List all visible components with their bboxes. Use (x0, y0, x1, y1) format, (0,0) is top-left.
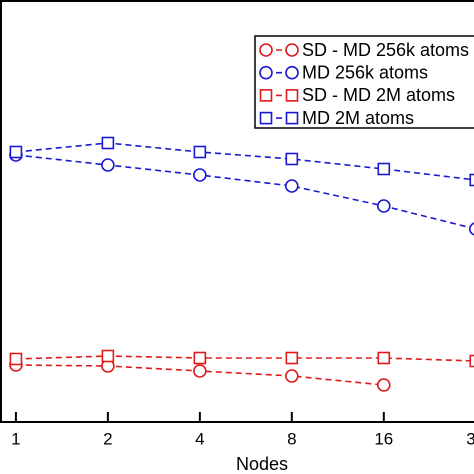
marker (376, 199, 391, 213)
legend-marker (285, 111, 299, 125)
legend-label: MD 256k atoms (302, 62, 428, 82)
legend-marker (285, 65, 299, 80)
legend-label: SD - MD 2M atoms (302, 85, 455, 105)
marker (193, 145, 207, 159)
marker (376, 378, 391, 392)
x-tick-label: 1 (11, 429, 20, 448)
marker (469, 173, 474, 187)
series-line (15, 154, 474, 230)
series (9, 136, 474, 187)
marker (285, 351, 299, 365)
marker (101, 136, 115, 150)
plot-frame (0, 0, 474, 423)
x-tick-label: 16 (374, 429, 393, 448)
series (9, 148, 474, 236)
x-axis-label: Nodes (236, 454, 288, 474)
x-tick-label: 32 (466, 429, 474, 448)
series (9, 358, 391, 392)
legend-marker (285, 43, 299, 57)
marker (193, 364, 207, 378)
series (9, 349, 474, 368)
legend-label: MD 2M atoms (302, 108, 414, 128)
marker (377, 351, 391, 365)
legend-marker (285, 89, 299, 102)
marker (469, 354, 474, 368)
marker (285, 152, 299, 166)
legend-marker (259, 111, 273, 125)
marker (101, 158, 115, 172)
legend-marker (259, 89, 273, 102)
marker (193, 168, 207, 182)
marker (377, 162, 391, 176)
marker (9, 352, 23, 366)
x-tick-label: 2 (103, 429, 112, 448)
x-tick-label: 8 (287, 429, 296, 448)
marker (193, 351, 207, 365)
marker (468, 222, 474, 236)
legend-label: SD - MD 256k atoms (302, 40, 469, 60)
marker (101, 349, 115, 363)
series-line (15, 142, 474, 181)
marker (285, 179, 299, 193)
marker (9, 145, 23, 159)
series-line (15, 355, 474, 362)
marker (285, 369, 299, 383)
x-tick-label: 4 (195, 429, 204, 448)
legend-marker (259, 65, 273, 80)
legend-marker (259, 43, 273, 57)
